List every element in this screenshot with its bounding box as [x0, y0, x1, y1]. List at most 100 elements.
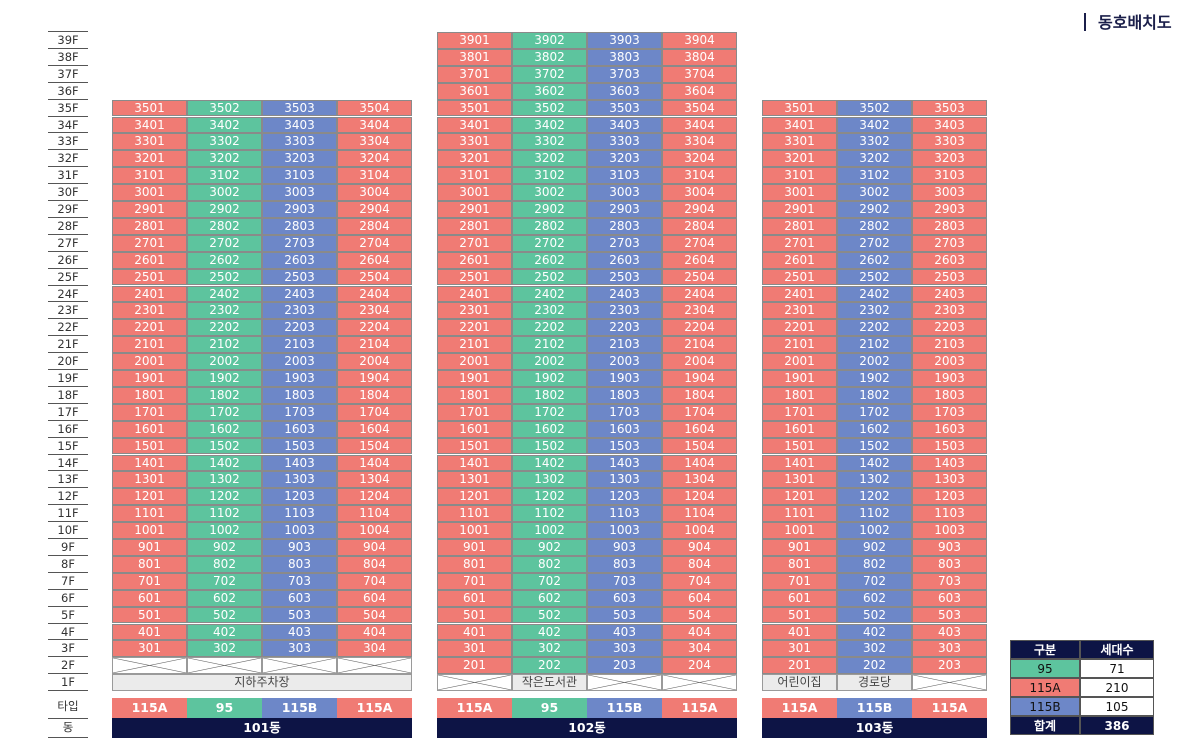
unit-cell: 1401: [762, 454, 837, 472]
unit-cell: 2203: [587, 319, 662, 337]
unit-cell: 1302: [512, 471, 587, 489]
unit-cell: 2204: [662, 319, 737, 337]
unit-cell: 1602: [512, 420, 587, 438]
unit-cell: 703: [912, 572, 987, 590]
unit-cell: 1201: [762, 488, 837, 506]
unit-cell: 1303: [912, 471, 987, 489]
floor-label: 1F: [61, 675, 75, 690]
unit-cell: 501: [112, 606, 187, 624]
type-cell: 95: [187, 698, 262, 718]
floor-line: [48, 31, 88, 32]
facility-senior-center: 경로당: [837, 674, 912, 692]
unit-cell: 2903: [262, 201, 337, 218]
unit-cell: 3302: [512, 133, 587, 151]
type-cell: 115A: [912, 698, 987, 718]
unit-cell: 2802: [512, 217, 587, 235]
unit-cell: 3601: [437, 82, 512, 100]
unit-cell: 202: [837, 657, 912, 675]
floor-line: [48, 673, 88, 675]
unit-cell: 3501: [437, 99, 512, 117]
unit-cell: 1703: [587, 403, 662, 421]
floor-label: 5F: [61, 607, 75, 622]
type-cell: 115B: [262, 698, 337, 718]
unit-cell: 1001: [112, 522, 187, 539]
unit-cell: 2201: [437, 319, 512, 337]
floor-label: 13F: [57, 472, 79, 487]
floor-line: [48, 737, 88, 738]
unit-cell: 3903: [587, 32, 662, 49]
unit-cell: 1304: [337, 471, 412, 489]
unit-cell: 1901: [437, 370, 512, 387]
unit-cell: 603: [587, 589, 662, 607]
unit-cell: 2702: [512, 234, 587, 252]
unit-cell: 1303: [262, 471, 337, 489]
unit-cell: 303: [262, 640, 337, 658]
floor-label: 4F: [61, 624, 75, 639]
unit-cell: 1801: [762, 386, 837, 404]
unit-cell: 2603: [587, 251, 662, 269]
unit-cell: 1603: [912, 420, 987, 438]
unit-cell: 3404: [662, 116, 737, 134]
unit-cell: 1502: [187, 437, 262, 455]
unit-cell: 1003: [262, 522, 337, 539]
unit-cell: 2103: [587, 336, 662, 354]
unit-cell: 1902: [512, 370, 587, 387]
unit-cell: 3002: [837, 184, 912, 201]
empty-unit: [337, 657, 412, 675]
unit-cell: 1602: [837, 420, 912, 438]
unit-cell: 801: [437, 555, 512, 573]
unit-cell: 3203: [587, 150, 662, 168]
unit-cell: 2203: [262, 319, 337, 337]
unit-cell: 3102: [512, 167, 587, 185]
unit-cell: 3902: [512, 32, 587, 49]
empty-unit: [187, 657, 262, 675]
unit-cell: 2803: [912, 217, 987, 235]
unit-cell: 502: [837, 606, 912, 624]
unit-cell: 403: [262, 623, 337, 641]
unit-cell: 3603: [587, 82, 662, 100]
floor-line: [48, 132, 88, 134]
floor-line: [48, 183, 88, 185]
unit-cell: 2703: [262, 234, 337, 252]
unit-cell: 401: [762, 623, 837, 641]
facility-daycare: 어린이집: [762, 674, 837, 692]
unit-cell: 3503: [587, 99, 662, 117]
unit-cell: 504: [662, 606, 737, 624]
unit-cell: 3702: [512, 65, 587, 83]
floor-line: [48, 453, 88, 455]
unit-cell: 1601: [112, 420, 187, 438]
unit-cell: 1304: [662, 471, 737, 489]
legend-header-count: 세대수: [1080, 640, 1154, 659]
floor-line: [48, 352, 88, 354]
unit-cell: 2604: [662, 251, 737, 269]
floor-line: [48, 487, 88, 489]
unit-cell: 1504: [337, 437, 412, 455]
unit-cell: 3101: [112, 167, 187, 185]
unit-cell: 1603: [587, 420, 662, 438]
unit-cell: 1902: [837, 370, 912, 387]
unit-cell: 2604: [337, 251, 412, 269]
unit-cell: 401: [112, 623, 187, 641]
unit-cell: 3304: [337, 133, 412, 151]
unit-cell: 2702: [187, 234, 262, 252]
unit-cell: 1203: [587, 488, 662, 506]
unit-cell: 2803: [587, 217, 662, 235]
unit-cell: 502: [187, 606, 262, 624]
unit-cell: 1401: [437, 454, 512, 472]
legend-type-115A: 115A: [1010, 678, 1080, 697]
unit-cell: 1402: [187, 454, 262, 472]
unit-cell: 2803: [262, 217, 337, 235]
unit-cell: 3503: [912, 99, 987, 117]
unit-cell: 2502: [512, 268, 587, 286]
floor-label: 39F: [57, 33, 79, 47]
unit-cell: 1202: [187, 488, 262, 506]
unit-cell: 1803: [262, 386, 337, 404]
unit-cell: 3502: [837, 99, 912, 117]
unit-cell: 1502: [837, 437, 912, 455]
unit-cell: 1002: [512, 522, 587, 539]
floor-label: 34F: [57, 117, 79, 132]
unit-cell: 3303: [262, 133, 337, 151]
unit-cell: 502: [512, 606, 587, 624]
unit-cell: 2602: [512, 251, 587, 269]
empty-cross-icon: [263, 658, 336, 673]
